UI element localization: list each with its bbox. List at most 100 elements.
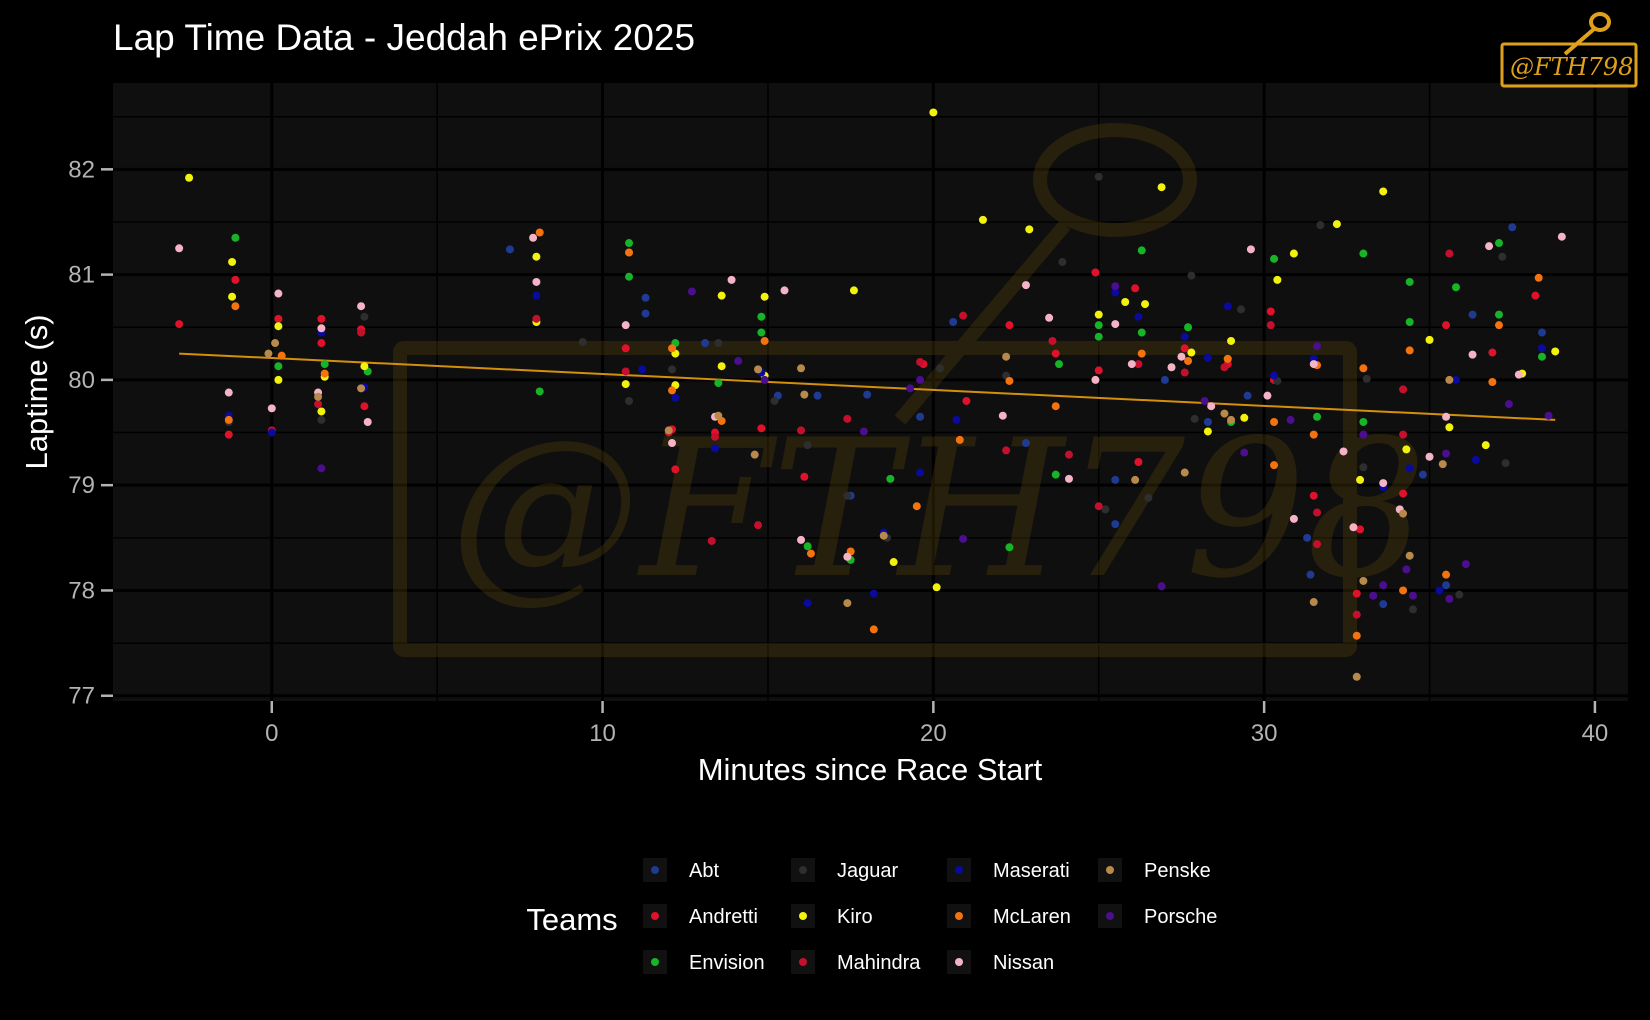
lap-point-abt	[863, 390, 872, 399]
logo-text: @FTH798	[1510, 53, 1633, 81]
lap-point-nissan	[1309, 360, 1318, 369]
lap-point-kiro	[929, 108, 938, 117]
y-tick-label: 78	[68, 577, 95, 604]
lap-point-penske	[1002, 352, 1011, 361]
lap-point-envision	[1405, 277, 1414, 286]
lap-point-mahindra	[1220, 363, 1229, 372]
lap-point-andretti	[1352, 589, 1361, 598]
lap-point-kiro	[760, 292, 769, 301]
lap-point-mahindra	[1399, 385, 1408, 394]
lap-point-nissan	[1485, 242, 1494, 251]
lap-point-nissan	[1177, 352, 1186, 361]
lap-point-mclaren	[1309, 430, 1318, 439]
lap-point-maserati	[711, 444, 720, 453]
lap-point-andretti	[671, 465, 680, 474]
legend-key-mahindra	[799, 958, 807, 966]
lap-point-mahindra	[1094, 502, 1103, 511]
lap-point-andretti	[224, 430, 233, 439]
legend-key-envision	[651, 958, 659, 966]
lap-point-envision	[535, 387, 544, 396]
lap-point-porsche	[1313, 342, 1322, 351]
x-tick-label: 40	[1582, 720, 1609, 747]
lap-point-envision	[320, 360, 329, 369]
lap-point-nissan	[621, 321, 630, 330]
lap-point-envision	[1094, 332, 1103, 341]
watermark-logo: @FTH798	[393, 123, 1427, 657]
lap-point-jaguar	[1316, 221, 1325, 230]
lap-point-andretti	[962, 396, 971, 405]
lap-point-kiro	[1227, 336, 1236, 345]
lap-point-nissan	[274, 289, 283, 298]
legend-key-nissan	[955, 958, 963, 966]
lap-point-abt	[1243, 391, 1252, 400]
legend-key-abt	[651, 866, 659, 874]
lap-point-penske	[1220, 409, 1229, 418]
lap-point-mahindra	[1180, 368, 1189, 377]
lap-point-maserati	[1180, 332, 1189, 341]
lap-point-penske	[797, 364, 806, 373]
lap-point-envision	[1270, 254, 1279, 263]
lap-point-mclaren	[668, 386, 677, 395]
lap-point-andretti	[1266, 307, 1275, 316]
lap-point-mclaren	[535, 228, 544, 237]
lap-point-abt	[1508, 223, 1517, 232]
x-tick-label: 0	[265, 720, 278, 747]
y-tick-label: 77	[68, 683, 95, 710]
lap-point-andretti	[621, 344, 630, 353]
lap-point-andretti	[1531, 291, 1540, 300]
lap-point-kiro	[1187, 348, 1196, 357]
lap-point-kiro	[717, 291, 726, 300]
lap-point-mahindra	[711, 432, 720, 441]
lap-point-penske	[1359, 576, 1368, 585]
lap-point-penske	[357, 384, 366, 393]
lap-point-abt	[1160, 375, 1169, 384]
lap-point-andretti	[231, 275, 240, 284]
lap-point-maserati	[267, 428, 276, 437]
x-tick-label: 30	[1251, 720, 1278, 747]
lap-point-maserati	[1111, 288, 1120, 297]
lap-point-kiro	[1425, 335, 1434, 344]
lap-point-penske	[1227, 415, 1236, 424]
lap-point-envision	[1005, 543, 1014, 552]
legend-title: Teams	[526, 902, 617, 937]
lap-point-porsche	[916, 375, 925, 384]
lap-point-mahindra	[797, 426, 806, 435]
lap-point-mclaren	[869, 625, 878, 634]
lap-point-maserati	[803, 599, 812, 608]
legend-label-porsche: Porsche	[1144, 906, 1217, 928]
lap-point-mahindra	[314, 400, 323, 409]
lap-point-porsche	[1461, 560, 1470, 569]
lap-point-mclaren	[1442, 570, 1451, 579]
lap-point-abt	[1111, 520, 1120, 529]
lap-point-abt	[1468, 310, 1477, 319]
lap-point-porsche	[1200, 396, 1209, 405]
legend-label-kiro: Kiro	[837, 906, 873, 928]
lap-point-jaguar	[625, 396, 634, 405]
lap-point-andretti	[1488, 348, 1497, 357]
legend-label-maserati: Maserati	[993, 860, 1070, 882]
lap-point-nissan	[532, 277, 541, 286]
lap-point-mahindra	[1313, 540, 1322, 549]
lap-point-envision	[757, 328, 766, 337]
lap-point-jaguar	[1501, 459, 1510, 468]
legend-label-mahindra: Mahindra	[837, 952, 921, 974]
legend-key-penske	[1106, 866, 1114, 874]
lap-point-kiro	[621, 380, 630, 389]
lap-point-mahindra	[707, 536, 716, 545]
lap-point-maserati	[1451, 375, 1460, 384]
lap-point-mahindra	[916, 357, 925, 366]
lap-point-nissan	[1167, 363, 1176, 372]
lap-point-envision	[1405, 317, 1414, 326]
lap-point-mclaren	[1005, 376, 1014, 385]
lap-point-porsche	[1359, 430, 1368, 439]
lap-point-kiro	[532, 252, 541, 261]
y-tick-label: 80	[68, 367, 95, 394]
lap-point-mclaren	[668, 344, 677, 353]
lap-point-nissan	[1091, 375, 1100, 384]
lap-point-maserati	[1223, 302, 1232, 311]
lap-point-mclaren	[1051, 402, 1060, 411]
legend-label-nissan: Nissan	[993, 952, 1054, 974]
lap-point-andretti	[274, 314, 283, 323]
lap-point-mclaren	[1488, 377, 1497, 386]
